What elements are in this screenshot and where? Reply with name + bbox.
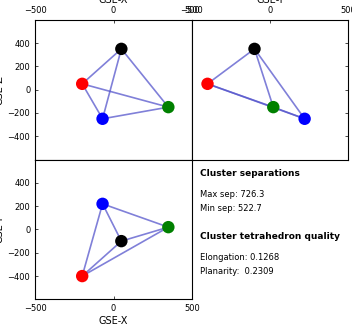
Point: [302, 116, 307, 121]
Text: Max sep: 726.3: Max sep: 726.3: [200, 190, 264, 199]
X-axis label: GSE-X: GSE-X: [99, 316, 128, 326]
Text: Cluster tetrahedron quality: Cluster tetrahedron quality: [200, 232, 340, 241]
Point: [119, 46, 124, 52]
X-axis label: GSE-Y: GSE-Y: [256, 0, 284, 5]
Point: [165, 105, 171, 110]
Text: Cluster separations: Cluster separations: [200, 169, 300, 178]
Point: [252, 46, 257, 52]
Y-axis label: GSE-Y: GSE-Y: [0, 215, 5, 243]
Point: [165, 224, 171, 230]
Text: Min sep: 522.7: Min sep: 522.7: [200, 204, 262, 213]
Point: [270, 105, 276, 110]
Point: [205, 81, 210, 87]
X-axis label: GSE-X: GSE-X: [99, 0, 128, 5]
Point: [79, 273, 85, 279]
Point: [79, 81, 85, 87]
Text: Elongation: 0.1268: Elongation: 0.1268: [200, 253, 279, 262]
Point: [100, 201, 105, 207]
Text: Planarity:  0.2309: Planarity: 0.2309: [200, 267, 273, 276]
Point: [119, 239, 124, 244]
Y-axis label: GSE-Z: GSE-Z: [0, 75, 5, 105]
Point: [100, 116, 105, 121]
